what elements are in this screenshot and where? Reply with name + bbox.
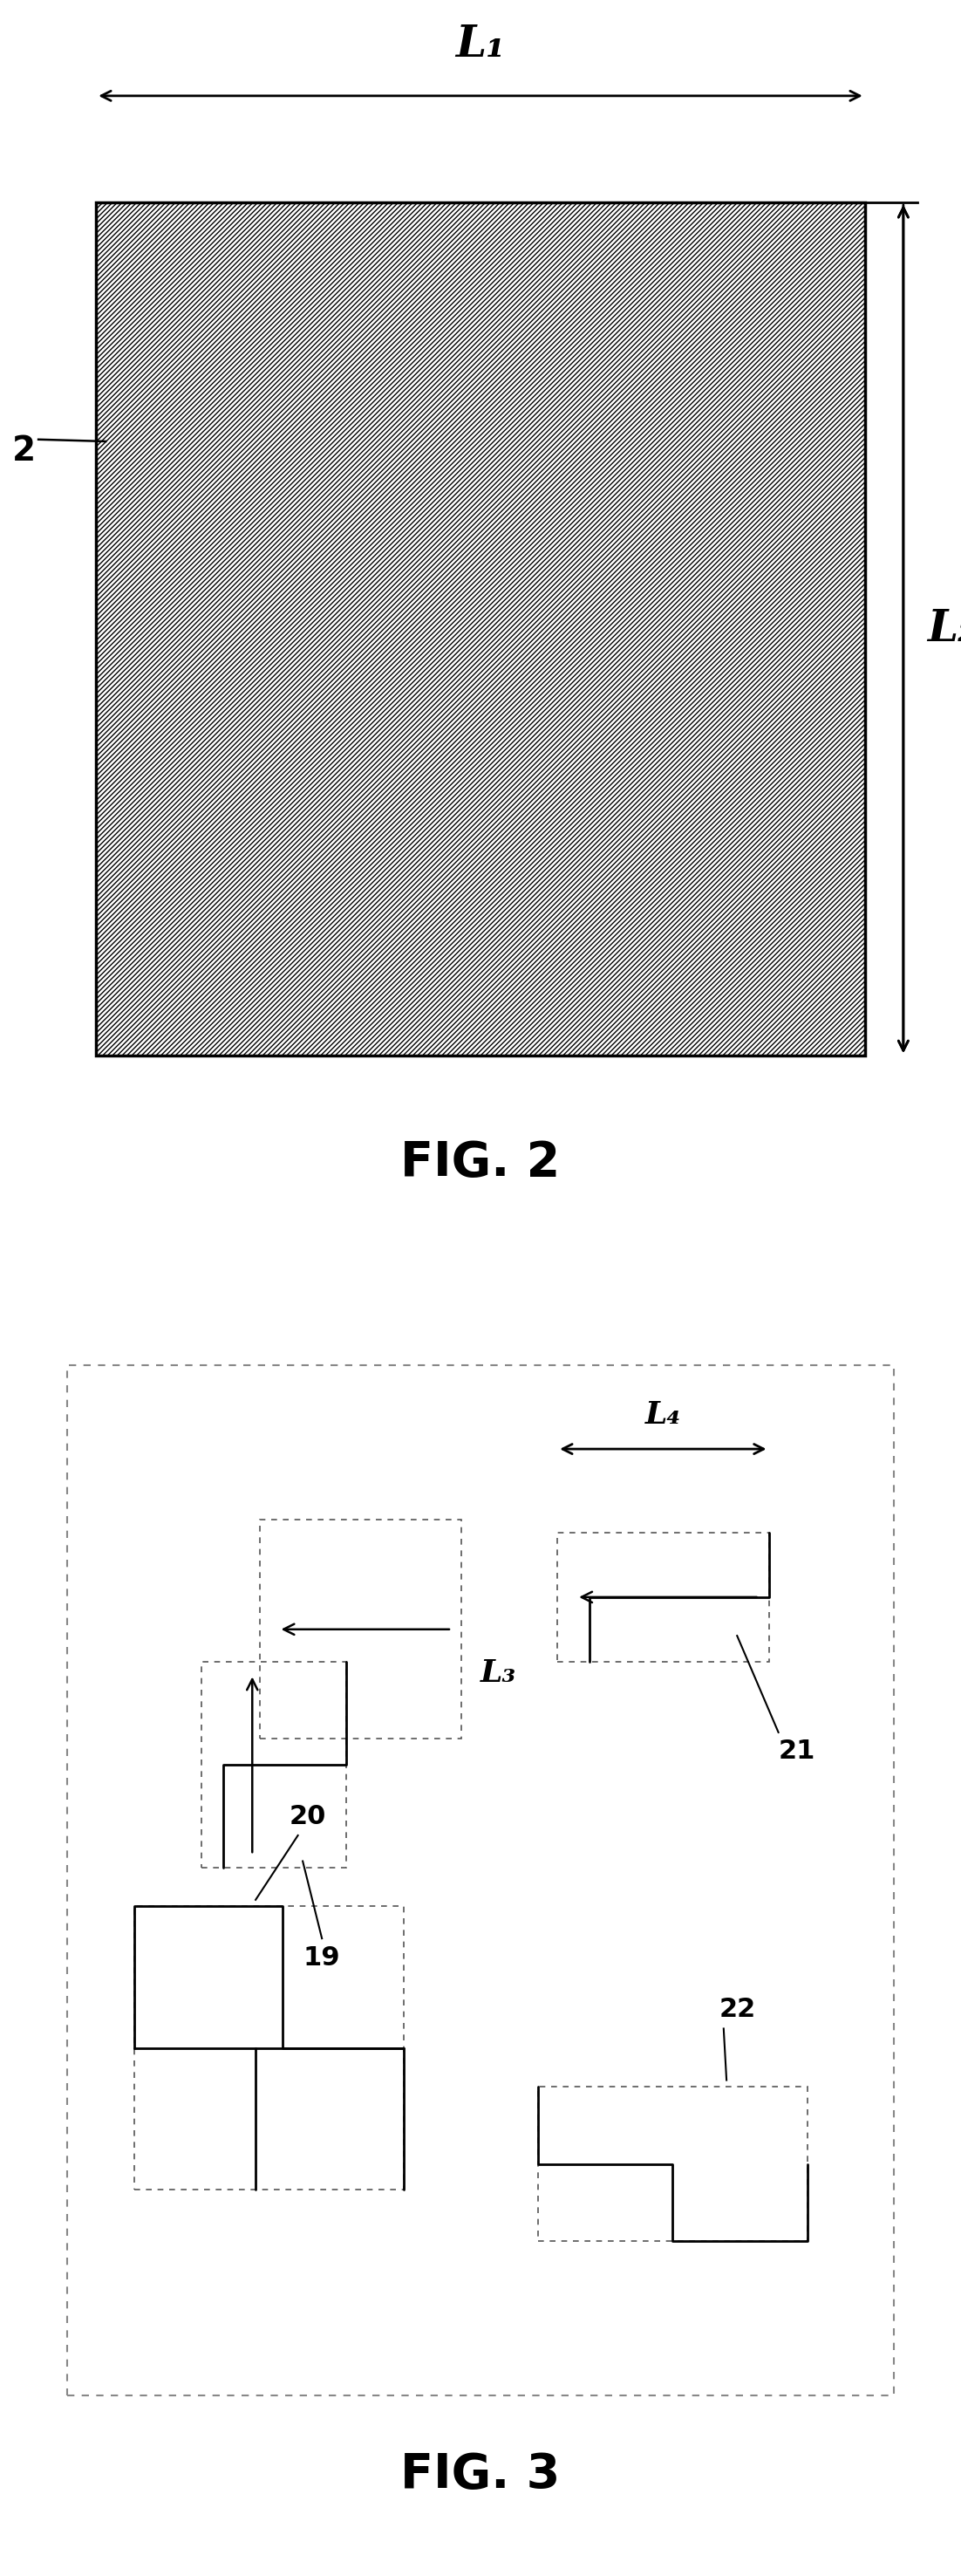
- Bar: [67, 1365, 894, 2396]
- Text: 2: 2: [12, 435, 36, 469]
- Text: 22: 22: [719, 1996, 755, 2022]
- Bar: [259, 1520, 461, 1739]
- Text: L₃: L₃: [481, 1659, 516, 1687]
- Text: L₄: L₄: [645, 1399, 681, 1430]
- Text: FIG. 3: FIG. 3: [401, 2452, 560, 2499]
- Bar: [96, 204, 865, 1056]
- Text: 19: 19: [304, 1945, 340, 1971]
- Bar: [557, 1533, 769, 1662]
- Text: L₁: L₁: [456, 23, 505, 67]
- Text: L₂: L₂: [927, 608, 961, 649]
- Bar: [135, 1906, 404, 2190]
- Bar: [202, 1662, 346, 1868]
- Text: 21: 21: [778, 1739, 815, 1765]
- Text: 20: 20: [289, 1803, 326, 1829]
- Bar: [538, 2087, 807, 2241]
- Text: FIG. 2: FIG. 2: [401, 1139, 560, 1185]
